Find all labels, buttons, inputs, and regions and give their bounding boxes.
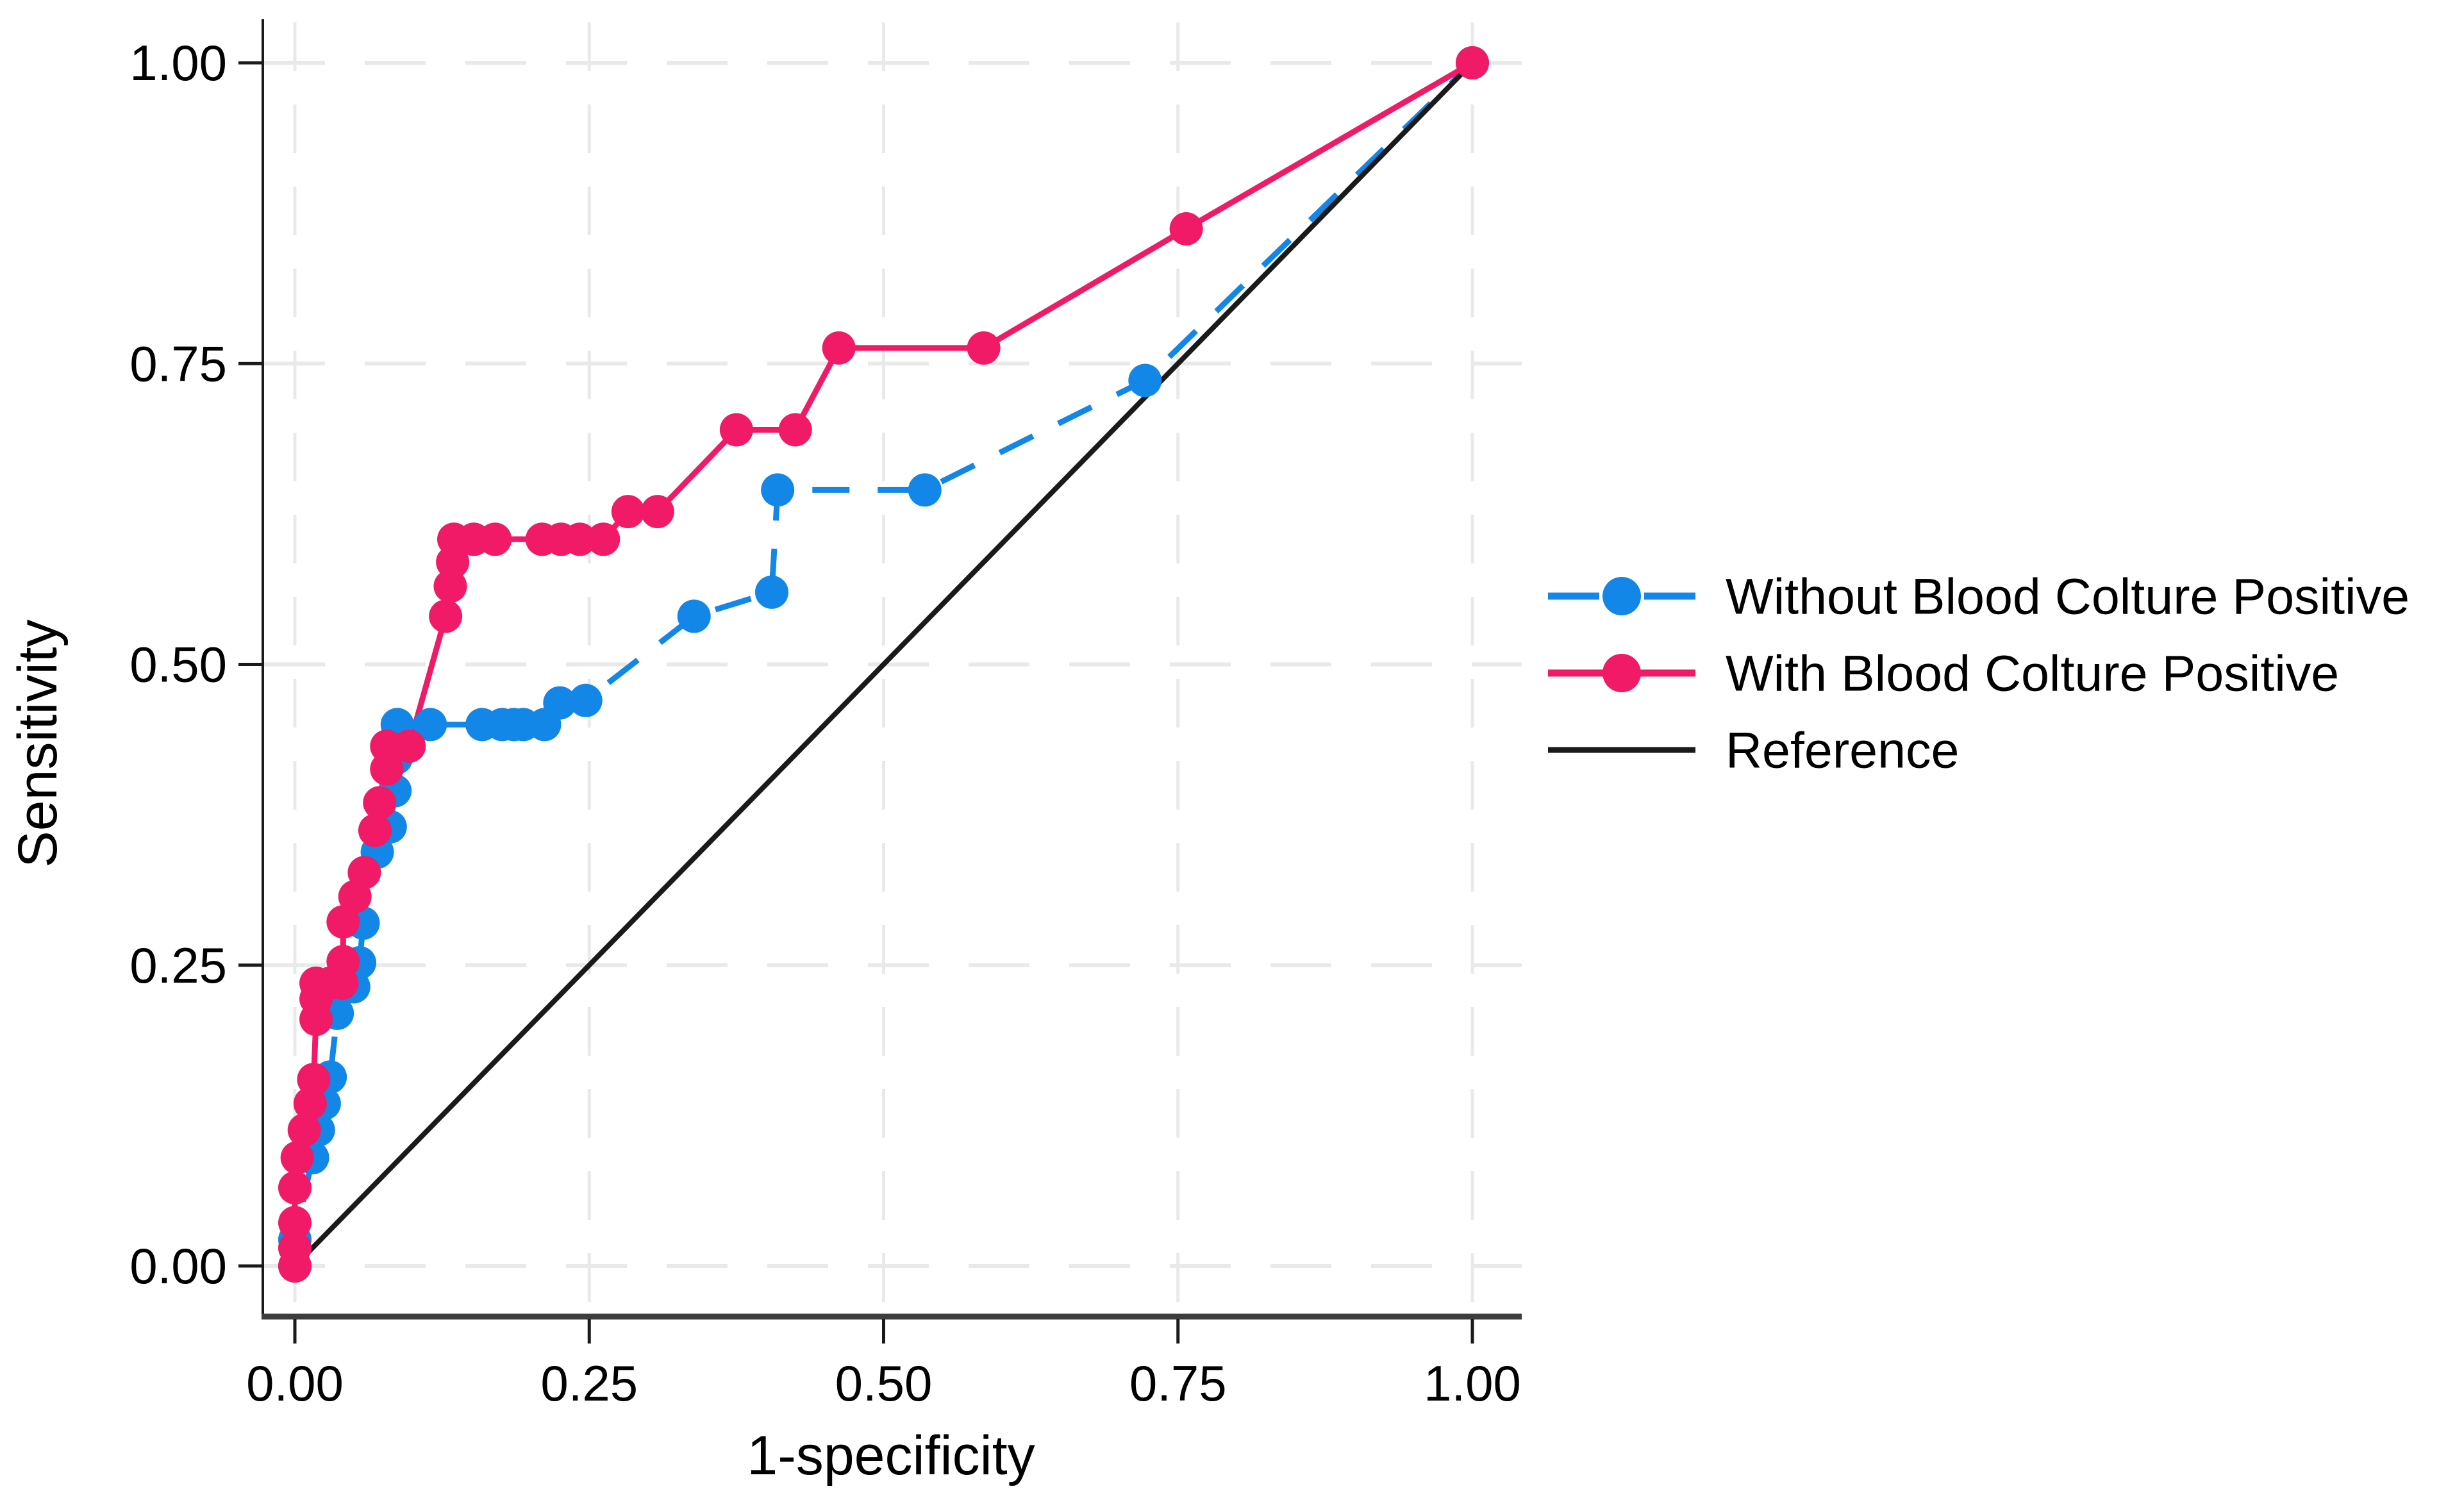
y-tick-label: 0.50: [129, 637, 227, 693]
data-point: [754, 575, 788, 609]
legend-label: Without Blood Colture Positive: [1726, 568, 2410, 625]
x-tick-label: 0.75: [1129, 1355, 1227, 1411]
x-axis-title: 1-specificity: [747, 1425, 1035, 1486]
data-point: [287, 1113, 321, 1147]
data-point: [908, 473, 942, 507]
data-point: [478, 522, 512, 556]
data-point: [1456, 46, 1489, 79]
series-markers: [278, 46, 1489, 1283]
data-point: [822, 331, 856, 365]
legend-item-without-blood-colture-positive: Without Blood Colture Positive: [1548, 568, 2410, 625]
data-point: [677, 599, 711, 633]
data-point: [370, 752, 404, 786]
data-point: [278, 1206, 312, 1240]
legend-marker: [1602, 577, 1641, 615]
data-point: [392, 729, 426, 763]
gridlines: [264, 22, 1522, 1315]
y-tick-label: 0.75: [129, 335, 227, 392]
data-point: [326, 945, 360, 979]
data-point: [429, 599, 463, 633]
y-axis-title: Sensitivity: [7, 619, 69, 867]
data-point: [611, 495, 645, 529]
data-point: [326, 905, 360, 939]
legend-item-reference: Reference: [1548, 722, 1960, 779]
series-line-reference: [293, 61, 1474, 1268]
data-point: [433, 569, 467, 603]
legend-item-with-blood-colture-positive: With Blood Colture Positive: [1548, 645, 2339, 702]
data-point: [967, 331, 1001, 365]
x-tick-label: 1.00: [1424, 1355, 1521, 1411]
data-point: [543, 686, 577, 720]
y-tick-label: 0.00: [129, 1238, 227, 1294]
data-point: [1128, 363, 1162, 397]
data-point: [563, 522, 597, 556]
data-point: [278, 1170, 312, 1204]
data-point: [363, 786, 397, 820]
data-point: [347, 856, 381, 890]
x-tick-label: 0.00: [246, 1355, 344, 1411]
data-point: [278, 1231, 312, 1265]
data-point: [280, 1141, 314, 1175]
legend: Without Blood Colture Positive With Blood…: [1548, 568, 2410, 779]
legend-label: With Blood Colture Positive: [1726, 645, 2339, 702]
data-point: [569, 683, 603, 717]
data-point: [778, 413, 812, 447]
data-point: [413, 708, 447, 742]
x-tick-label: 0.25: [540, 1355, 638, 1411]
data-point: [1169, 212, 1203, 246]
data-point: [719, 413, 753, 447]
data-point: [761, 473, 795, 507]
markers-with-blood-colture-positive: [278, 46, 1489, 1283]
data-point: [587, 522, 620, 556]
data-point: [297, 1063, 331, 1097]
data-point: [358, 813, 392, 847]
axes: 0.00 0.25 0.50 0.75 1.00 0.00 0.25 0.50 0.75 1.00: [129, 19, 1522, 1411]
legend-marker: [1602, 654, 1641, 692]
x-tick-label: 0.50: [835, 1355, 933, 1411]
data-point: [640, 495, 674, 529]
y-tick-label: 0.25: [129, 937, 227, 994]
legend-label: Reference: [1726, 722, 1960, 779]
y-tick-label: 1.00: [129, 35, 227, 91]
